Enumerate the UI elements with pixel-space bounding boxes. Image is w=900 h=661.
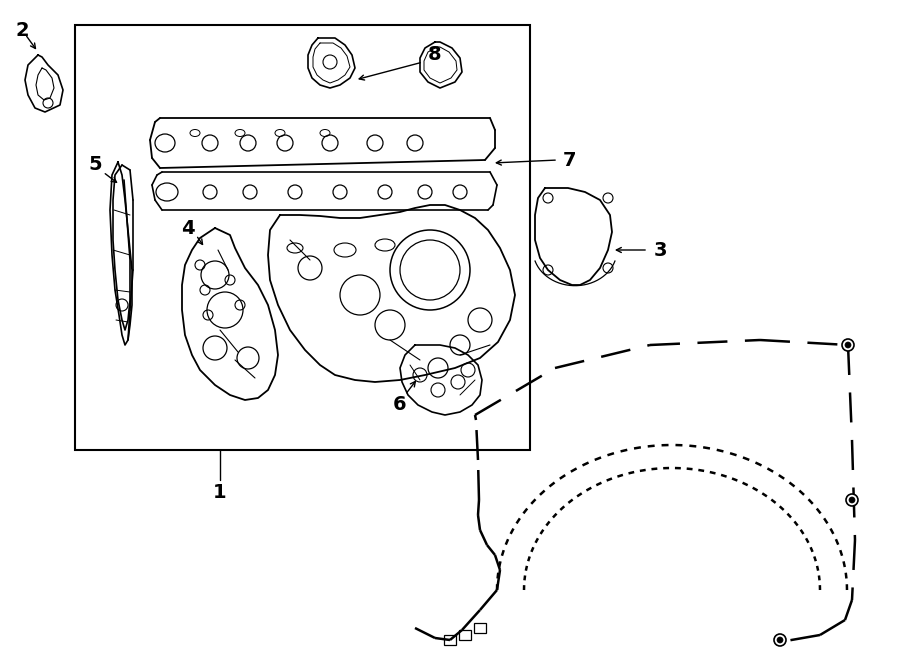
Circle shape	[774, 634, 786, 646]
Circle shape	[777, 637, 783, 643]
Text: 1: 1	[213, 483, 227, 502]
Text: 5: 5	[88, 155, 102, 175]
Bar	[459, 630, 471, 640]
Text: 7: 7	[563, 151, 577, 169]
Circle shape	[846, 494, 858, 506]
Text: 4: 4	[181, 219, 194, 237]
Circle shape	[842, 339, 854, 351]
Text: 6: 6	[393, 395, 407, 414]
Circle shape	[849, 497, 855, 503]
Text: 2: 2	[15, 20, 29, 40]
Text: 3: 3	[653, 241, 667, 260]
Circle shape	[845, 342, 851, 348]
Text: 8: 8	[428, 46, 442, 65]
Bar	[474, 623, 486, 633]
Bar	[444, 635, 456, 645]
Bar	[75, 25, 530, 450]
